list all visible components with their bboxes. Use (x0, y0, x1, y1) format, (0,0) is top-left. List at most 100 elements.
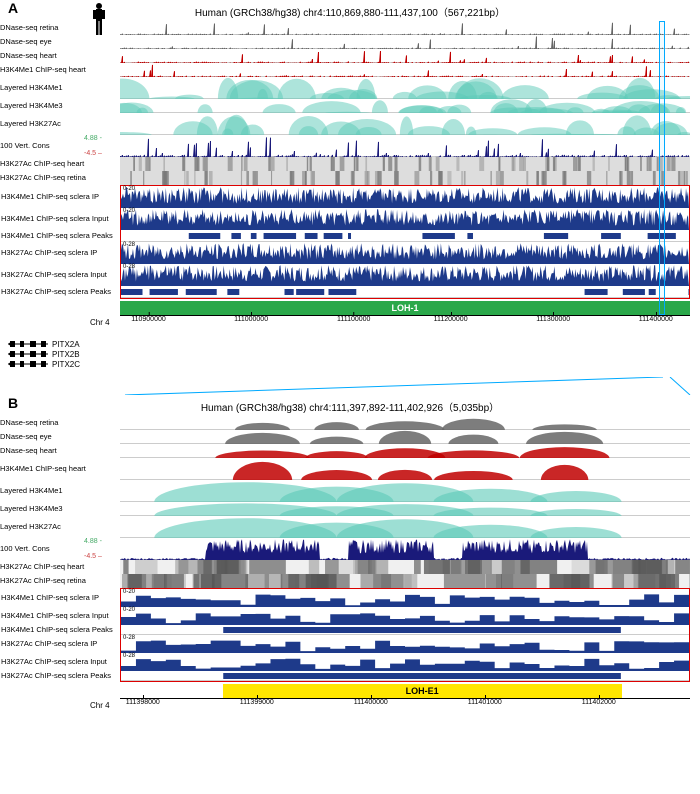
axis-tick: 111200000 (434, 316, 468, 323)
track-area (120, 560, 690, 574)
track-label: H3K4Me1 ChIP-seq sclera IP (1, 594, 119, 602)
track-100: H3K4Me1 ChIP-seq sclera IP 0-20 (121, 186, 689, 208)
browser-a: DNase-seq retina DNase-seq eye DNase-seq… (120, 21, 690, 315)
track-area (120, 35, 690, 49)
track-area (120, 502, 690, 516)
track-area (121, 230, 689, 242)
track-label: H3K27Ac ChIP-seq sclera Peaks (1, 288, 119, 296)
panel-a: A Human (GRCh38/hg38) chr4:110,869,880-1… (0, 0, 700, 369)
axis-tick: 111400000 (639, 316, 673, 323)
track-label: H3K27Ac ChIP-seq heart (0, 160, 118, 168)
track-label: Layered H3K4Me1 (0, 487, 118, 495)
track-label: H3K27Ac ChIP-seq sclera IP (1, 249, 119, 257)
track-3: H3K4Me1 ChIP-seq heart (120, 63, 690, 77)
track-area: 0-28 (121, 264, 689, 286)
axis-tick: 111400000 (354, 699, 388, 706)
track-label: H3K4Me1 ChIP-seq heart (0, 465, 118, 473)
track-200: DNase-seq retina (120, 416, 690, 430)
axis-tick: 111000000 (234, 316, 268, 323)
loh1-bar: LOH-1 (120, 301, 690, 315)
browser-b: DNase-seq retina DNase-seq eye DNase-seq… (120, 416, 690, 698)
track-label: H3K27Ac ChIP-seq sclera Peaks (1, 672, 119, 680)
track-label: Layered H3K4Me3 (0, 505, 118, 513)
track-201: DNase-seq eye (120, 430, 690, 444)
gene-row: PITX2B (8, 349, 700, 359)
track-6: Layered H3K27Ac (120, 113, 690, 135)
track-301: H3K4Me1 ChIP-seq sclera Input 0-20 (121, 607, 689, 625)
track-area: 0-28 (121, 242, 689, 264)
track-area: 0-28 (121, 653, 689, 671)
track-area (120, 444, 690, 458)
track-label: DNase-seq heart (0, 447, 118, 455)
track-area: 0-20 (121, 186, 689, 208)
track-area (120, 77, 690, 99)
track-area (121, 625, 689, 635)
gene-glyph-icon (8, 340, 48, 348)
track-area (120, 538, 690, 560)
track-area (120, 113, 690, 135)
axis-tick: 111399000 (240, 699, 274, 706)
track-label: H3K4Me1 ChIP-seq sclera IP (1, 193, 119, 201)
track-area (120, 458, 690, 480)
track-102: H3K4Me1 ChIP-seq sclera Peaks (121, 230, 689, 242)
gene-row: PITX2A (8, 339, 700, 349)
track-label: H3K27Ac ChIP-seq retina (0, 174, 118, 182)
track-label: H3K27Ac ChIP-seq sclera IP (1, 640, 119, 648)
track-label: Layered H3K4Me1 (0, 84, 118, 92)
gene-name: PITX2C (52, 360, 80, 369)
track-area (120, 63, 690, 77)
axis-a: Chr 4 1109000001110000001111000001112000… (120, 315, 690, 335)
track-202: DNase-seq heart (120, 444, 690, 458)
track-1: DNase-seq eye (120, 35, 690, 49)
chr-label-b: Chr 4 (90, 701, 110, 710)
track-label: Layered H3K4Me3 (0, 102, 118, 110)
track-area: 0-20 (121, 589, 689, 607)
track-7: 100 Vert. Cons 4.88 --4.5 – (120, 135, 690, 157)
red-box-b: H3K4Me1 ChIP-seq sclera IP 0-20 H3K4Me1 … (120, 588, 690, 682)
track-8: H3K27Ac ChIP-seq heart (120, 157, 690, 171)
track-label: DNase-seq retina (0, 419, 118, 427)
track-area (120, 430, 690, 444)
track-area: 0-20 (121, 607, 689, 625)
track-104: H3K27Ac ChIP-seq sclera Input 0-28 (121, 264, 689, 286)
track-area (121, 286, 689, 298)
track-area (120, 171, 690, 185)
track-label: H3K4Me1 ChIP-seq heart (0, 66, 118, 74)
track-4: Layered H3K4Me1 (120, 77, 690, 99)
gene-name: PITX2A (52, 340, 80, 349)
track-label: DNase-seq retina (0, 24, 118, 32)
axis-tick: 110900000 (131, 316, 166, 323)
track-207: 100 Vert. Cons 4.88 --4.5 – (120, 538, 690, 560)
region-title-b: Human (GRCh38/hg38) chr4:111,397,892-111… (0, 395, 700, 414)
panel-b: B Human (GRCh38/hg38) chr4:111,397,892-1… (0, 395, 700, 718)
track-303: H3K27Ac ChIP-seq sclera IP 0-28 (121, 635, 689, 653)
track-label: Layered H3K27Ac (0, 523, 118, 531)
track-area (120, 135, 690, 157)
track-label: H3K4Me1 ChIP-seq sclera Peaks (1, 232, 119, 240)
track-105: H3K27Ac ChIP-seq sclera Peaks (121, 286, 689, 298)
track-area: 0-28 (121, 635, 689, 653)
track-label: Layered H3K27Ac (0, 120, 118, 128)
track-209: H3K27Ac ChIP-seq retina (120, 574, 690, 588)
track-area: 0-20 (121, 208, 689, 230)
chr-label-a: Chr 4 (90, 318, 110, 327)
track-101: H3K4Me1 ChIP-seq sclera Input 0-20 (121, 208, 689, 230)
track-304: H3K27Ac ChIP-seq sclera Input 0-28 (121, 653, 689, 671)
axis-tick: 111402000 (582, 699, 616, 706)
track-label: 100 Vert. Cons (0, 142, 118, 150)
zoom-connector-lines (0, 377, 700, 395)
gene-name: PITX2B (52, 350, 80, 359)
track-label: H3K27Ac ChIP-seq sclera Input (1, 658, 119, 666)
gene-glyph-icon (8, 360, 48, 368)
track-205: Layered H3K4Me3 (120, 502, 690, 516)
track-area (120, 416, 690, 430)
track-300: H3K4Me1 ChIP-seq sclera IP 0-20 (121, 589, 689, 607)
axis-tick: 111100000 (337, 316, 370, 323)
track-label: H3K27Ac ChIP-seq sclera Input (1, 271, 119, 279)
track-label: H3K4Me1 ChIP-seq sclera Input (1, 612, 119, 620)
track-area (120, 99, 690, 113)
track-area (120, 49, 690, 63)
track-9: H3K27Ac ChIP-seq retina (120, 171, 690, 185)
track-area (121, 671, 689, 681)
track-label: DNase-seq eye (0, 38, 118, 46)
